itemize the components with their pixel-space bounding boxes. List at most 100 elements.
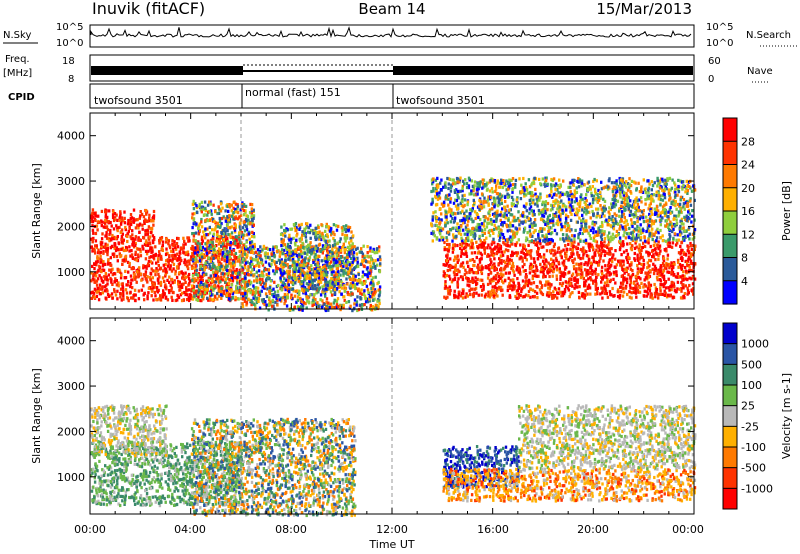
data-cell: [113, 280, 117, 284]
data-cell: [636, 282, 639, 286]
data-cell: [223, 289, 226, 293]
data-cell: [667, 262, 671, 266]
data-cell: [268, 298, 271, 302]
data-cell: [325, 300, 328, 304]
data-cell: [539, 262, 542, 266]
data-cell: [129, 213, 133, 217]
data-cell: [268, 263, 272, 267]
data-cell: [172, 291, 175, 295]
data-cell: [642, 258, 645, 262]
data-cell: [350, 264, 353, 268]
data-cell: [333, 243, 337, 247]
data-cell: [326, 260, 329, 264]
data-cell: [257, 296, 261, 300]
data-cell: [652, 253, 655, 257]
data-cell: [631, 244, 634, 248]
data-cell: [136, 218, 139, 222]
data-cell: [91, 208, 95, 212]
data-cell: [240, 232, 244, 237]
data-cell: [343, 236, 346, 240]
data-cell: [218, 247, 221, 251]
data-cell: [457, 295, 460, 299]
data-cell: [252, 274, 255, 278]
data-cell: [190, 255, 193, 259]
nave-tick-high: 60: [708, 56, 721, 67]
data-cell: [152, 223, 155, 227]
data-cell: [292, 308, 295, 312]
data-cell: [201, 253, 205, 257]
data-cell: [160, 236, 164, 240]
data-cell: [537, 240, 540, 244]
data-cell: [648, 269, 652, 273]
data-cell: [359, 278, 362, 282]
data-cell: [201, 267, 204, 271]
data-cell: [204, 247, 207, 251]
data-cell: [684, 259, 687, 263]
data-cell: [592, 279, 595, 283]
data-cell: [569, 292, 572, 296]
data-cell: [114, 243, 117, 247]
data-cell: [319, 298, 322, 302]
data-cell: [167, 242, 170, 246]
data-cell: [181, 275, 185, 279]
data-cell: [652, 271, 656, 276]
data-cell: [179, 293, 183, 297]
data-cell: [634, 241, 637, 245]
data-cell: [211, 264, 214, 268]
data-cell: [299, 253, 303, 257]
data-cell: [318, 235, 321, 239]
data-cell: [145, 266, 148, 270]
data-cell: [472, 263, 475, 268]
data-cell: [316, 247, 320, 251]
data-cell: [673, 273, 676, 277]
data-cell: [270, 262, 273, 266]
data-cell: [103, 245, 107, 249]
data-cell: [366, 260, 369, 264]
data-cell: [110, 238, 113, 242]
data-cell: [298, 267, 301, 271]
data-cell: [583, 268, 587, 272]
data-cell: [353, 266, 356, 270]
data-cell: [377, 305, 380, 309]
data-cell: [276, 266, 279, 271]
data-cell: [296, 260, 299, 264]
data-cell: [204, 219, 207, 223]
data-cell: [368, 260, 372, 264]
data-cell: [361, 275, 364, 279]
data-cell: [351, 247, 354, 251]
data-cell: [186, 267, 190, 271]
data-cell: [148, 237, 151, 241]
data-cell: [285, 269, 289, 273]
data-cell: [205, 260, 209, 264]
data-cell: [224, 252, 227, 256]
data-cell: [586, 292, 589, 296]
data-cell: [657, 247, 660, 251]
data-cell: [288, 266, 292, 270]
data-cell: [234, 216, 237, 220]
data-cell: [449, 264, 453, 268]
data-cell: [280, 244, 283, 248]
data-cell: [192, 262, 195, 266]
data-cell: [552, 290, 555, 294]
data-cell: [464, 249, 468, 253]
data-cell: [645, 294, 649, 298]
data-cell: [335, 273, 339, 277]
data-cell: [249, 202, 252, 206]
data-cell: [327, 301, 330, 305]
data-cell: [110, 270, 113, 274]
data-cell: [191, 251, 194, 256]
data-cell: [212, 274, 216, 278]
data-cell: [341, 260, 345, 264]
data-cell: [202, 271, 205, 275]
data-cell: [252, 251, 255, 255]
data-cell: [144, 270, 148, 274]
data-cell: [456, 283, 459, 287]
data-cell: [234, 295, 237, 300]
data-cell: [251, 301, 254, 305]
data-cell: [196, 210, 199, 215]
data-cell: [106, 262, 110, 266]
data-cell: [329, 260, 333, 264]
data-cell: [659, 249, 662, 253]
data-cell: [625, 249, 628, 253]
data-cell: [549, 264, 553, 268]
